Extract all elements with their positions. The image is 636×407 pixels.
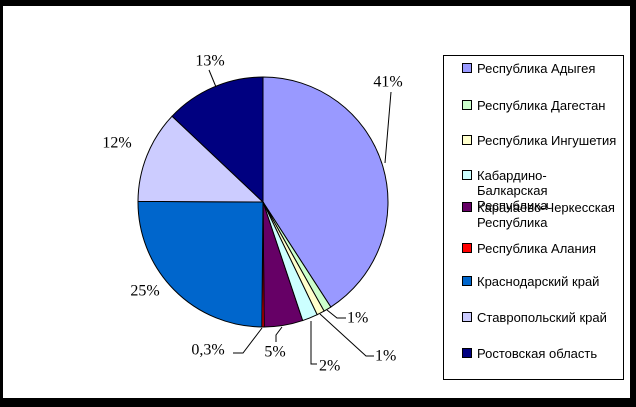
leader-line-0 — [384, 91, 392, 164]
legend-item-0: Республика Адыгея — [462, 61, 617, 76]
leader-line-3 — [310, 321, 317, 365]
legend-label-5: Республика Алания — [477, 241, 597, 256]
leader-line-4 — [275, 326, 283, 342]
leader-line-1 — [326, 309, 346, 319]
slice-value-label-6: 25% — [130, 283, 159, 300]
leader-line-2 — [319, 313, 374, 357]
slice-value-label-0: 41% — [373, 74, 402, 91]
slice-value-label-1: 1% — [347, 310, 368, 327]
legend-item-3: Кабардино-Балкарская Республика — [462, 168, 617, 213]
legend-item-7: Ставропольский край — [462, 310, 617, 325]
pie-chart: 41% 1% 1% 2% 5% 0,3% 25% 12% 13% — [102, 53, 402, 375]
legend-item-1: Республика Дагестан — [462, 98, 617, 113]
slice-value-label-7: 12% — [102, 135, 131, 152]
legend-swatch-4 — [462, 202, 472, 212]
slice-value-label-3: 2% — [319, 358, 340, 375]
legend-item-2: Республика Ингушетия — [462, 133, 617, 148]
legend-label-6: Краснодарский край — [477, 274, 600, 289]
legend-swatch-7 — [462, 312, 472, 322]
legend-label-8: Ростовская область — [477, 346, 598, 361]
slice-value-label-2: 1% — [375, 348, 396, 365]
legend-swatch-5 — [462, 243, 472, 253]
legend-label-2: Республика Ингушетия — [477, 133, 617, 148]
legend-item-5: Республика Алания — [462, 241, 617, 256]
legend-label-4: Карачаево-Черкесская Республика — [477, 200, 615, 230]
legend-item-4: Карачаево-Черкесская Республика — [462, 200, 617, 230]
legend-swatch-3 — [462, 170, 472, 180]
slice-value-label-4: 5% — [264, 344, 285, 361]
legend-swatch-8 — [462, 348, 472, 358]
legend-swatch-1 — [462, 100, 472, 110]
legend-label-0: Республика Адыгея — [477, 61, 596, 76]
pie-slice-7 — [137, 115, 265, 203]
slice-value-label-5: 0,3% — [191, 342, 224, 359]
legend-item-8: Ростовская область — [462, 346, 617, 361]
legend-label-1: Республика Дагестан — [477, 98, 606, 113]
legend-swatch-2 — [462, 135, 472, 145]
legend-swatch-0 — [462, 63, 472, 73]
legend-label-7: Ставропольский край — [477, 310, 607, 325]
leader-line-8 — [208, 69, 217, 88]
legend-label-3: Кабардино-Балкарская Республика — [477, 168, 548, 213]
legend-swatch-6 — [462, 276, 472, 286]
leader-line-5 — [233, 327, 263, 354]
pie-slice-8 — [171, 76, 264, 204]
legend-item-6: Краснодарский край — [462, 274, 617, 289]
slice-value-label-8: 13% — [195, 53, 224, 70]
legend-box: Республика Адыгея Республика Дагестан Респ… — [443, 55, 624, 380]
pie-slice-6 — [137, 200, 264, 328]
